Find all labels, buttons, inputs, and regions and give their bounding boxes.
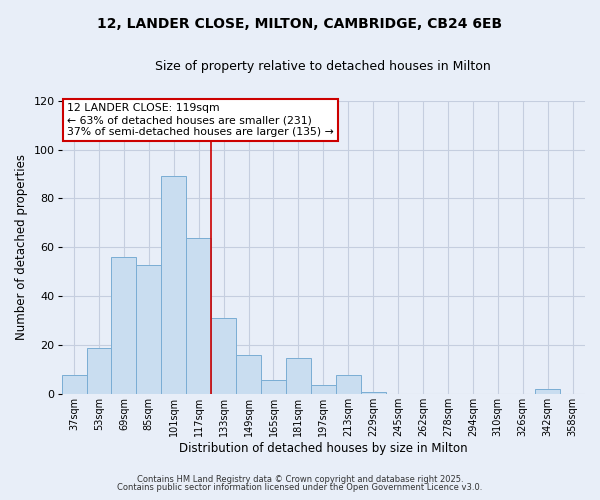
Bar — [112, 257, 136, 394]
Text: Contains public sector information licensed under the Open Government Licence v3: Contains public sector information licen… — [118, 484, 482, 492]
X-axis label: Distribution of detached houses by size in Milton: Distribution of detached houses by size … — [179, 442, 467, 455]
Title: Size of property relative to detached houses in Milton: Size of property relative to detached ho… — [155, 60, 491, 73]
Bar — [336, 374, 361, 394]
Bar — [361, 392, 386, 394]
Text: 12 LANDER CLOSE: 119sqm
← 63% of detached houses are smaller (231)
37% of semi-d: 12 LANDER CLOSE: 119sqm ← 63% of detache… — [67, 104, 334, 136]
Bar — [136, 264, 161, 394]
Bar — [86, 348, 112, 395]
Bar — [211, 318, 236, 394]
Bar — [186, 238, 211, 394]
Bar — [261, 380, 286, 394]
Bar — [286, 358, 311, 395]
Bar — [62, 374, 86, 394]
Bar — [161, 176, 186, 394]
Text: Contains HM Land Registry data © Crown copyright and database right 2025.: Contains HM Land Registry data © Crown c… — [137, 475, 463, 484]
Bar — [535, 390, 560, 394]
Bar — [311, 384, 336, 394]
Bar — [236, 355, 261, 395]
Text: 12, LANDER CLOSE, MILTON, CAMBRIDGE, CB24 6EB: 12, LANDER CLOSE, MILTON, CAMBRIDGE, CB2… — [97, 18, 503, 32]
Y-axis label: Number of detached properties: Number of detached properties — [15, 154, 28, 340]
